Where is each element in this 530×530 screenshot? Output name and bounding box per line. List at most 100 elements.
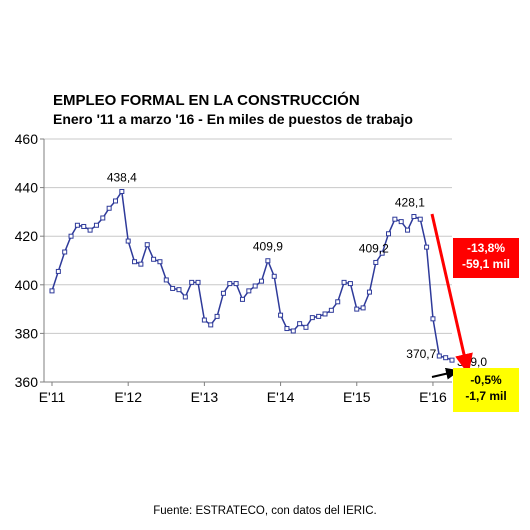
data-point — [278, 312, 284, 318]
x-tick-label: E'16 — [419, 389, 447, 405]
data-point — [151, 256, 157, 262]
data-point — [214, 313, 220, 319]
data-point — [252, 283, 258, 289]
red-box-percent: -13,8% — [466, 241, 506, 255]
data-point — [405, 227, 411, 233]
data-point — [430, 316, 436, 322]
data-point — [449, 357, 455, 363]
data-point — [182, 294, 188, 300]
data-point — [201, 317, 207, 323]
data-point — [424, 244, 430, 250]
data-point — [259, 278, 265, 284]
yellow-box-percent: -0,5% — [470, 373, 502, 387]
data-point — [347, 281, 353, 287]
data-point — [411, 214, 417, 220]
data-point — [112, 198, 118, 204]
data-point — [125, 238, 131, 244]
data-point — [220, 290, 226, 296]
x-tick-label: E'13 — [191, 389, 219, 405]
series-markers — [49, 188, 455, 363]
data-point — [100, 215, 106, 221]
data-point — [335, 299, 341, 305]
yellow-box-amount: -1,7 mil — [465, 389, 507, 403]
data-point — [132, 259, 138, 265]
data-point — [233, 281, 239, 287]
data-point — [208, 322, 214, 328]
data-point — [303, 324, 309, 330]
x-tick-labels: E'11 E'12 E'13 E'14 E'15 E'16 — [39, 389, 447, 405]
data-point — [392, 216, 398, 222]
data-point — [366, 289, 372, 295]
chart-subtitle: Enero '11 a marzo '16 - En miles de pues… — [53, 111, 413, 127]
data-point — [93, 222, 99, 228]
series-line — [51, 189, 453, 361]
data-point — [144, 242, 150, 248]
y-tick-label: 440 — [15, 180, 39, 196]
data-point — [398, 219, 404, 225]
yellow-change-box: -0,5% -1,7 mil — [453, 368, 519, 412]
red-change-box: -13,8% -59,1 mil — [453, 238, 519, 278]
y-tick-label: 400 — [15, 277, 39, 293]
data-point — [322, 311, 328, 317]
data-point — [379, 250, 385, 256]
data-point — [328, 307, 334, 313]
data-label: 438,4 — [107, 170, 137, 184]
data-point — [106, 205, 112, 211]
data-point — [297, 321, 303, 327]
data-label: 409,9 — [253, 240, 283, 254]
data-point — [119, 188, 125, 194]
data-point — [170, 285, 176, 291]
data-point — [290, 328, 296, 334]
data-point — [246, 288, 252, 294]
data-point — [176, 287, 182, 293]
data-point — [87, 227, 93, 233]
data-point — [341, 279, 347, 285]
data-point — [239, 296, 245, 302]
y-tick-label: 380 — [15, 325, 39, 341]
x-tick-label: E'11 — [39, 389, 66, 405]
data-point — [284, 326, 290, 332]
data-label: 409,2 — [359, 241, 389, 255]
data-point — [373, 259, 379, 265]
data-point — [138, 261, 144, 267]
data-label: 428,1 — [395, 196, 425, 210]
y-tick-labels: 360 380 400 420 440 460 — [15, 131, 39, 390]
data-label: 370,7 — [406, 347, 436, 361]
series-line-path — [51, 189, 453, 361]
data-point — [360, 305, 366, 311]
axes — [40, 138, 452, 386]
y-tick-label: 420 — [15, 228, 39, 244]
data-point — [265, 258, 271, 264]
red-down-arrow — [430, 213, 473, 375]
data-point — [189, 279, 195, 285]
data-point — [163, 277, 169, 283]
data-point — [386, 231, 392, 237]
data-point — [68, 233, 74, 239]
red-box-amount: -59,1 mil — [461, 257, 511, 271]
source-note: Fuente: ESTRATECO, con datos del IERIC. — [153, 505, 377, 517]
data-point — [227, 281, 233, 287]
data-point — [309, 315, 315, 321]
data-point — [49, 288, 55, 294]
data-point — [436, 353, 442, 359]
y-tick-label: 460 — [15, 131, 39, 147]
data-point — [81, 223, 87, 229]
data-point — [271, 273, 277, 279]
gridlines — [44, 138, 452, 334]
x-tick-label: E'12 — [114, 389, 142, 405]
chart-title: EMPLEO FORMAL EN LA CONSTRUCCIÓN — [53, 92, 360, 109]
data-point — [195, 279, 201, 285]
data-point — [316, 313, 322, 319]
data-point — [417, 216, 423, 222]
data-point — [62, 249, 68, 255]
x-tick-label: E'15 — [343, 389, 371, 405]
data-point — [443, 355, 449, 361]
data-point — [354, 306, 360, 312]
x-tick-label: E'14 — [267, 389, 295, 405]
y-tick-label: 360 — [15, 374, 39, 390]
data-point — [157, 259, 163, 265]
data-point — [55, 268, 61, 274]
data-point — [74, 222, 80, 228]
